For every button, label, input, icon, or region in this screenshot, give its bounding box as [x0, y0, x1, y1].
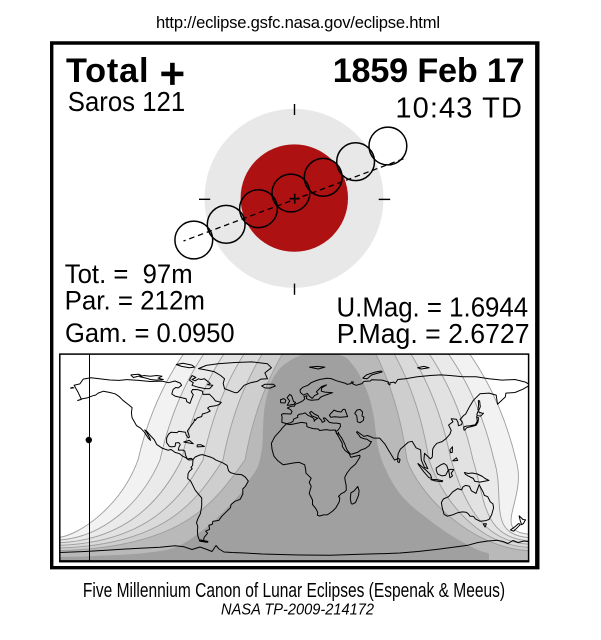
svg-text:U.Mag. = 1.6944: U.Mag. = 1.6944 [337, 292, 529, 323]
svg-text:Five Millennium Canon of Lunar: Five Millennium Canon of Lunar Eclipses … [83, 579, 505, 601]
svg-text:1859 Feb 17: 1859 Feb 17 [333, 52, 525, 90]
svg-text:10:43 TD: 10:43 TD [395, 93, 522, 125]
svg-text:NASA TP-2009-214172: NASA TP-2009-214172 [221, 601, 374, 619]
svg-text:P.Mag. = 2.6727: P.Mag. = 2.6727 [337, 317, 530, 349]
svg-text:http://eclipse.gsfc.nasa.gov/e: http://eclipse.gsfc.nasa.gov/eclipse.htm… [156, 13, 440, 32]
svg-text:Tot. = 97m: Tot. = 97m [65, 258, 193, 289]
svg-text:Total: Total [66, 52, 149, 90]
svg-text:Gam. = 0.0950: Gam. = 0.0950 [65, 317, 235, 348]
svg-text:Saros 121: Saros 121 [68, 86, 185, 117]
svg-text:Par. = 212m: Par. = 212m [65, 285, 205, 316]
